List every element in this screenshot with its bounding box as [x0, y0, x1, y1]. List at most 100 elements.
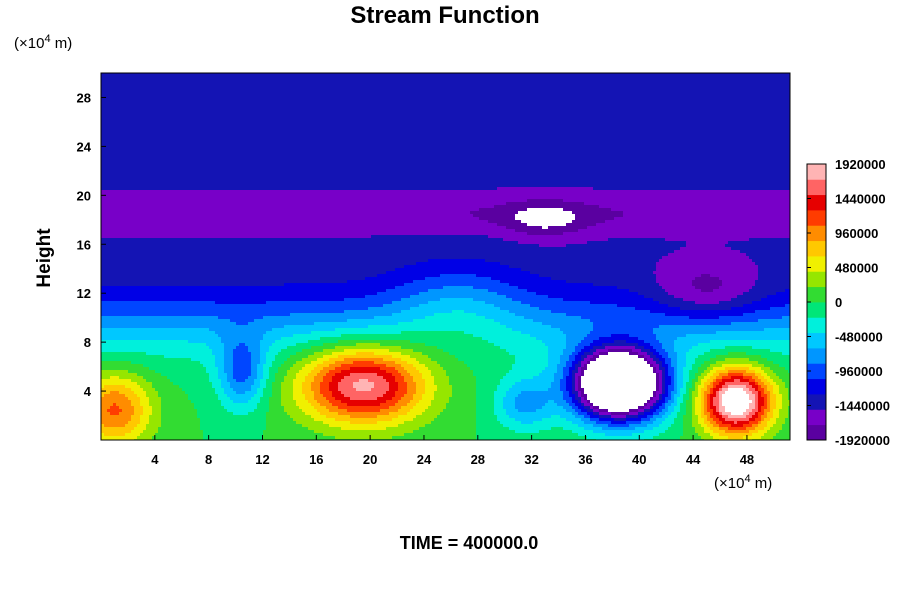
- heatmap-cell: [686, 79, 689, 82]
- heatmap-cell: [209, 85, 212, 88]
- heatmap-cell: [371, 76, 374, 79]
- heatmap-cell: [221, 82, 224, 85]
- heatmap-cell: [299, 76, 302, 79]
- heatmap-cell: [191, 76, 194, 79]
- heatmap-cell: [620, 91, 623, 94]
- heatmap-cell: [575, 79, 578, 82]
- heatmap-cell: [692, 91, 695, 94]
- heatmap-cell: [236, 82, 239, 85]
- heatmap-cell: [302, 88, 305, 91]
- heatmap-cell: [572, 85, 575, 88]
- heatmap-cell: [332, 88, 335, 91]
- heatmap-cell: [242, 85, 245, 88]
- heatmap-cell: [143, 76, 146, 79]
- heatmap-cell: [614, 82, 617, 85]
- heatmap-cell: [584, 85, 587, 88]
- heatmap-cell: [560, 82, 563, 85]
- heatmap-cell: [272, 85, 275, 88]
- heatmap-cell: [248, 82, 251, 85]
- heatmap-cell: [299, 85, 302, 88]
- heatmap-cell: [170, 91, 173, 94]
- heatmap-cell: [371, 88, 374, 91]
- heatmap-cell: [482, 79, 485, 82]
- heatmap-cell: [239, 79, 242, 82]
- heatmap-cell: [674, 82, 677, 85]
- heatmap-cell: [227, 79, 230, 82]
- heatmap-cell: [197, 85, 200, 88]
- heatmap-cell: [452, 85, 455, 88]
- heatmap-cell: [641, 79, 644, 82]
- heatmap-cell: [215, 82, 218, 85]
- heatmap-cell: [479, 82, 482, 85]
- heatmap-cell: [134, 94, 137, 97]
- heatmap-cell: [176, 85, 179, 88]
- heatmap-cell: [665, 85, 668, 88]
- heatmap-cell: [173, 88, 176, 91]
- heatmap-cell: [620, 76, 623, 79]
- heatmap-cell: [410, 88, 413, 91]
- plot-area: [101, 73, 790, 440]
- heatmap-cell: [611, 88, 614, 91]
- heatmap-cell: [620, 82, 623, 85]
- heatmap-cell: [485, 85, 488, 88]
- heatmap-cell: [569, 79, 572, 82]
- heatmap-cell: [257, 94, 260, 97]
- heatmap-cell: [740, 79, 743, 82]
- heatmap-cell: [293, 88, 296, 91]
- heatmap-cell: [284, 76, 287, 79]
- heatmap-cell: [659, 79, 662, 82]
- heatmap-cell: [242, 76, 245, 79]
- heatmap-cell: [776, 85, 779, 88]
- heatmap-cell: [641, 91, 644, 94]
- heatmap-cell: [530, 91, 533, 94]
- heatmap-cell: [764, 76, 767, 79]
- heatmap-cell: [620, 88, 623, 91]
- heatmap-cell: [635, 82, 638, 85]
- heatmap-cell: [710, 85, 713, 88]
- heatmap-cell: [248, 88, 251, 91]
- heatmap-cell: [569, 91, 572, 94]
- heatmap-cell: [596, 76, 599, 79]
- heatmap-cell: [221, 91, 224, 94]
- heatmap-cell: [407, 85, 410, 88]
- heatmap-cell: [776, 82, 779, 85]
- heatmap-cell: [344, 91, 347, 94]
- heatmap-cell: [440, 76, 443, 79]
- heatmap-cell: [266, 82, 269, 85]
- heatmap-cell: [146, 91, 149, 94]
- heatmap-cell: [590, 85, 593, 88]
- heatmap-cell: [281, 79, 284, 82]
- heatmap-cell: [263, 94, 266, 97]
- heatmap-cell: [413, 94, 416, 97]
- heatmap-cell: [695, 85, 698, 88]
- heatmap-cell: [200, 82, 203, 85]
- heatmap-cell: [536, 76, 539, 79]
- heatmap-cell: [767, 76, 770, 79]
- heatmap-cell: [446, 76, 449, 79]
- heatmap-cell: [140, 79, 143, 82]
- heatmap-cell: [641, 76, 644, 79]
- heatmap-cell: [350, 91, 353, 94]
- heatmap-cell: [284, 88, 287, 91]
- heatmap-cell: [254, 88, 257, 91]
- heatmap-cell: [482, 82, 485, 85]
- heatmap-cell: [674, 91, 677, 94]
- heatmap-cell: [224, 88, 227, 91]
- heatmap-cell: [296, 94, 299, 97]
- heatmap-cell: [647, 85, 650, 88]
- heatmap-cell: [290, 88, 293, 91]
- heatmap-cell: [236, 76, 239, 79]
- heatmap-cell: [158, 76, 161, 79]
- heatmap-cell: [473, 79, 476, 82]
- heatmap-cell: [275, 82, 278, 85]
- heatmap-cell: [464, 76, 467, 79]
- heatmap-cell: [488, 85, 491, 88]
- heatmap-cell: [482, 76, 485, 79]
- heatmap-cell: [437, 91, 440, 94]
- heatmap-cell: [560, 76, 563, 79]
- heatmap-cell: [563, 79, 566, 82]
- heatmap-cell: [260, 79, 263, 82]
- heatmap-cell: [719, 76, 722, 79]
- heatmap-cell: [641, 88, 644, 91]
- heatmap-cell: [287, 82, 290, 85]
